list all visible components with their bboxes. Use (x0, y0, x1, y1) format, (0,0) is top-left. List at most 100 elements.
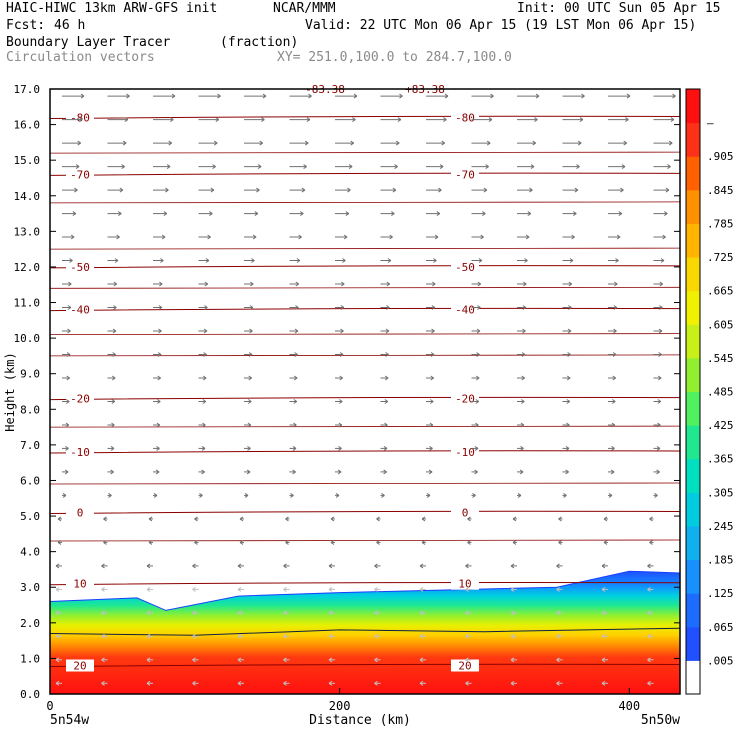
circulation-vector-head (612, 399, 616, 404)
circulation-vector-head (283, 610, 287, 616)
colorbar-label: .665 (707, 285, 734, 298)
y-tick-label: 7.0 (20, 439, 40, 452)
overlay-name: Circulation vectors (6, 50, 155, 65)
circulation-vector-head (623, 140, 627, 146)
y-tick-label: 8.0 (20, 403, 40, 416)
colorbar-swatch (686, 156, 700, 191)
circulation-vector-head (476, 352, 480, 357)
circulation-vector-head (146, 633, 151, 639)
circulation-vector-head (522, 305, 527, 310)
colorbar-swatch (686, 593, 700, 628)
circulation-vector-head (474, 445, 479, 451)
circulation-vector-head (535, 93, 540, 99)
circulation-vector-head (298, 234, 302, 240)
circulation-vector-head (295, 281, 300, 287)
circulation-vector-head (431, 305, 436, 310)
circulation-vector-head (647, 633, 651, 639)
colorbar-label: .905 (707, 150, 734, 163)
circulation-vector-head (530, 164, 535, 170)
circulation-vector-head (670, 117, 675, 123)
circulation-vector-head (477, 305, 481, 310)
circulation-vector-head (55, 563, 60, 569)
temperature-contour-label: 0 (462, 507, 469, 520)
y-tick-label: 3.0 (20, 581, 40, 594)
circulation-vector-head (257, 164, 262, 170)
y-tick-label: 10.0 (14, 332, 41, 345)
circulation-vector-head (330, 516, 335, 522)
circulation-vector-head (474, 469, 478, 475)
circulation-vector-head (433, 258, 437, 263)
circulation-vector-head (192, 633, 196, 639)
temperature-contour-label: -50 (455, 261, 475, 274)
temperature-contour-line (49, 247, 681, 250)
circulation-vector-head (374, 610, 378, 616)
circulation-vector-head (392, 187, 397, 193)
valid-time: Valid: 22 UTC Mon 06 Apr 15 (19 LST Mon … (305, 18, 697, 33)
circulation-vector-head (353, 93, 358, 99)
circulation-vector-head (158, 305, 163, 310)
circulation-vector-head (209, 211, 213, 217)
circulation-vector-head (430, 375, 434, 381)
circulation-vector-head (338, 422, 343, 428)
circulation-vector-head (66, 399, 70, 404)
circulation-vector-head (556, 633, 560, 639)
colorbar-label: .125 (707, 587, 734, 600)
circulation-vector-head (158, 328, 162, 334)
circulation-vector-head (432, 281, 436, 287)
circulation-vector-head (465, 563, 469, 569)
circulation-vector-head (374, 657, 378, 663)
circulation-vector-head (340, 305, 345, 310)
circulation-vector-head (647, 680, 651, 686)
circulation-vector-head (656, 469, 660, 475)
circulation-vector-head (207, 234, 211, 240)
circulation-vector-head (475, 399, 480, 404)
circulation-vector-head (283, 633, 287, 639)
circulation-vector-head (259, 140, 263, 146)
circulation-vector-head (347, 187, 351, 193)
circulation-vector-head (239, 539, 244, 545)
circulation-vector-head (328, 586, 333, 592)
circulation-vector-head (249, 305, 254, 310)
circulation-vector-head (337, 469, 342, 475)
y-tick-label: 2.0 (20, 617, 40, 630)
circulation-vector-head (601, 563, 606, 569)
circulation-vector-head (419, 610, 424, 616)
circulation-vector-head (381, 492, 385, 498)
circulation-vector-head (251, 258, 255, 263)
circulation-vector-head (103, 516, 107, 522)
circulation-vector-head (111, 375, 116, 381)
circulation-vector-head (667, 164, 671, 170)
circulation-vector-head (261, 117, 265, 123)
circulation-vector-head (201, 469, 205, 475)
plot-frame (49, 88, 681, 695)
circulation-vector-head (300, 211, 304, 217)
temperature-contour-line (49, 482, 681, 485)
circulation-vector-head (66, 375, 70, 381)
y-tick-label: 17.0 (14, 83, 41, 96)
temperature-contour-label: -50 (70, 261, 90, 274)
y-tick-label: 11.0 (14, 297, 41, 310)
circulation-vector-head (108, 492, 112, 498)
circulation-vector-head (293, 375, 298, 381)
temperature-contour-line (49, 539, 681, 542)
circulation-vector-head (248, 375, 252, 381)
circulation-vector-head (101, 633, 105, 639)
temperature-contour-label: -80 (455, 112, 475, 125)
temperature-contour-label: -10 (70, 446, 90, 459)
circulation-vector-head (522, 328, 526, 334)
circulation-vector-head (249, 328, 253, 334)
circulation-vector-head (431, 328, 435, 334)
temperature-contour-line (49, 425, 681, 428)
circulation-vector-head (573, 211, 577, 217)
circulation-vector-head (239, 516, 244, 522)
circulation-vector-head (430, 399, 434, 404)
circulation-vector-head (112, 328, 117, 334)
circulation-vector-head (374, 680, 378, 686)
temperature-contour-line (49, 510, 681, 514)
circulation-vector-head (558, 539, 562, 545)
circulation-vector-head (328, 680, 333, 686)
circulation-vector-head (303, 164, 307, 170)
colorbar-swatch (686, 492, 700, 527)
circulation-vector-head (157, 375, 161, 381)
